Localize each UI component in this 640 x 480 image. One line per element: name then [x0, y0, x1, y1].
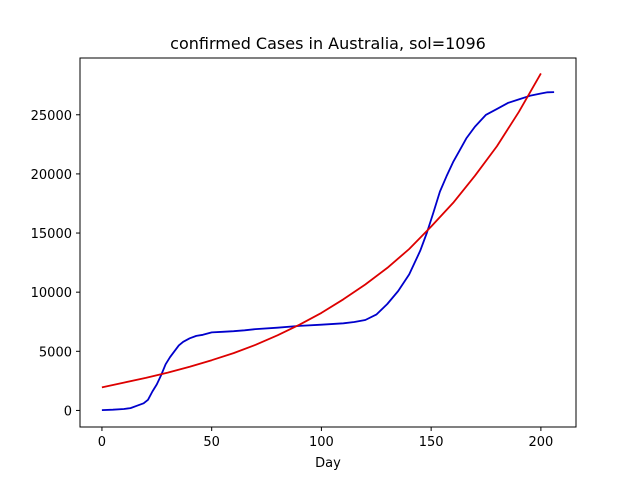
x-tick-label: 0: [98, 435, 106, 450]
y-tick-label: 10000: [31, 286, 72, 301]
y-tick-label: 20000: [31, 168, 72, 183]
x-tick-label: 200: [528, 435, 553, 450]
x-tick-label: 150: [419, 435, 444, 450]
series-line-2: [101, 72, 542, 389]
series-line-1: [101, 91, 555, 411]
x-tick-label: 50: [203, 435, 220, 450]
plot-frame: [79, 57, 577, 428]
y-tick-label: 5000: [39, 345, 72, 360]
x-axis-title: Day: [315, 456, 341, 471]
x-tick-label: 100: [309, 435, 334, 450]
y-axis: 0 5000 10000 15000 20000 25000: [31, 109, 80, 419]
y-tick-label: 0: [64, 404, 72, 419]
y-tick-label: 15000: [31, 227, 72, 242]
series-layer: [101, 72, 555, 411]
y-tick-label: 25000: [31, 109, 72, 124]
x-axis: 0 50 100 150 200: [98, 427, 553, 450]
chart-title: confirmed Cases in Australia, sol=1096: [170, 34, 486, 53]
